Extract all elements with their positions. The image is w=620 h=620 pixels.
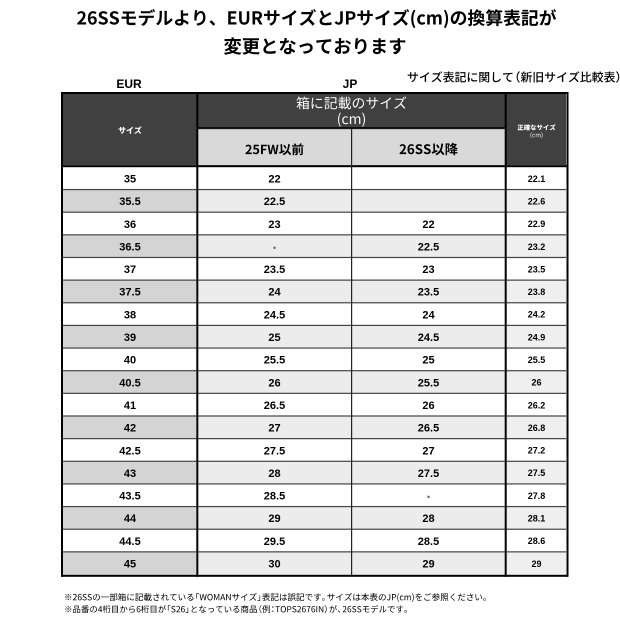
svg-text:29: 29 [268, 513, 280, 525]
svg-text:22.5: 22.5 [418, 242, 439, 254]
svg-text:28: 28 [268, 468, 280, 480]
svg-text:26.8: 26.8 [528, 423, 546, 433]
svg-text:42: 42 [124, 423, 136, 435]
svg-text:26: 26 [422, 400, 434, 412]
svg-text:40: 40 [124, 355, 136, 367]
svg-text:28.6: 28.6 [528, 536, 546, 546]
svg-text:23.5: 23.5 [264, 264, 285, 276]
svg-text:22.6: 22.6 [528, 197, 546, 207]
svg-text:39: 39 [124, 332, 136, 344]
svg-text:23: 23 [422, 264, 434, 276]
svg-text:24: 24 [268, 287, 281, 299]
svg-text:28: 28 [422, 513, 434, 525]
svg-text:28.1: 28.1 [528, 514, 546, 524]
svg-text:24.5: 24.5 [264, 309, 285, 321]
svg-text:23.5: 23.5 [528, 264, 546, 274]
svg-text:27: 27 [422, 445, 434, 457]
svg-text:22.5: 22.5 [264, 196, 285, 208]
svg-text:42.5: 42.5 [119, 445, 140, 457]
svg-text:36.5: 36.5 [119, 242, 140, 254]
svg-text:35: 35 [124, 174, 136, 186]
svg-text:25.5: 25.5 [418, 377, 439, 389]
svg-text:EUR: EUR [116, 77, 142, 91]
svg-text:36: 36 [124, 219, 136, 231]
svg-text:28.5: 28.5 [264, 491, 285, 503]
svg-text:22: 22 [268, 174, 280, 186]
svg-text:26.5: 26.5 [418, 423, 439, 435]
svg-text:26.5: 26.5 [264, 400, 285, 412]
svg-text:27.5: 27.5 [528, 468, 546, 478]
svg-text:25.5: 25.5 [528, 355, 546, 365]
svg-text:43.5: 43.5 [119, 491, 140, 503]
svg-text:37: 37 [124, 264, 136, 276]
svg-text:38: 38 [124, 309, 136, 321]
svg-text:24.2: 24.2 [528, 310, 546, 320]
svg-text:27.5: 27.5 [418, 468, 439, 480]
svg-text:22: 22 [422, 219, 434, 231]
svg-text:23.5: 23.5 [418, 287, 439, 299]
svg-text:23.8: 23.8 [528, 287, 546, 297]
svg-text:23: 23 [268, 219, 280, 231]
svg-text:26: 26 [531, 378, 541, 388]
svg-text:29.5: 29.5 [264, 536, 285, 548]
svg-text:26: 26 [268, 377, 280, 389]
svg-text:22.1: 22.1 [528, 174, 546, 184]
svg-text:43: 43 [124, 468, 136, 480]
svg-text:27: 27 [268, 423, 280, 435]
svg-text:24.9: 24.9 [528, 332, 546, 342]
svg-text:44: 44 [124, 513, 137, 525]
svg-text:28.5: 28.5 [418, 536, 439, 548]
svg-text:37.5: 37.5 [119, 287, 140, 299]
svg-text:23.2: 23.2 [528, 242, 546, 252]
svg-text:29: 29 [531, 559, 541, 569]
svg-text:44.5: 44.5 [119, 536, 140, 548]
svg-text:29: 29 [422, 559, 434, 571]
svg-text:27.5: 27.5 [264, 445, 285, 457]
svg-text:35.5: 35.5 [119, 196, 140, 208]
svg-text:27.8: 27.8 [528, 491, 546, 501]
svg-text:22.9: 22.9 [528, 219, 546, 229]
svg-text:25: 25 [268, 332, 280, 344]
svg-text:41: 41 [124, 400, 136, 412]
svg-text:30: 30 [268, 559, 280, 571]
svg-text:27.2: 27.2 [528, 446, 546, 456]
svg-text:24: 24 [422, 309, 435, 321]
svg-text:JP: JP [343, 77, 358, 91]
svg-text:45: 45 [124, 559, 136, 571]
svg-text:25.5: 25.5 [264, 355, 285, 367]
svg-text:40.5: 40.5 [119, 377, 140, 389]
svg-text:26.2: 26.2 [528, 400, 546, 410]
svg-text:24.5: 24.5 [418, 332, 439, 344]
svg-text:25: 25 [422, 355, 434, 367]
